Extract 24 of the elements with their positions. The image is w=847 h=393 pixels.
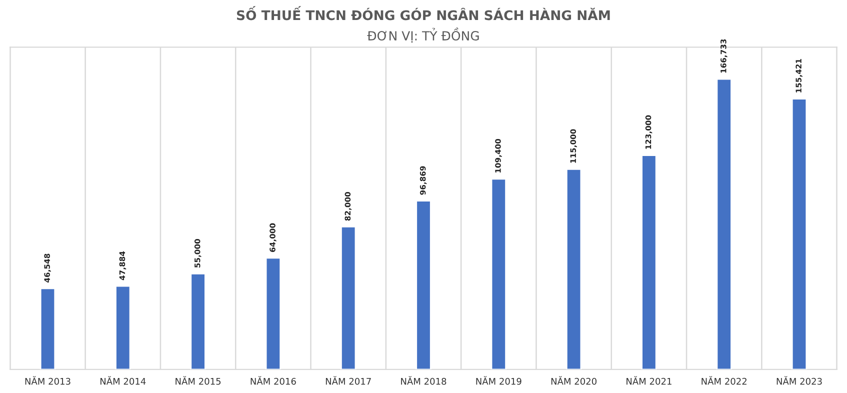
- bar: [566, 168, 582, 370]
- chart-title: SỐ THUẾ TNCN ĐÓNG GÓP NGÂN SÁCH HÀNG NĂM: [236, 6, 610, 20]
- x-tick-label: NĂM 2020: [551, 376, 596, 385]
- x-tick-label: NĂM 2018: [401, 376, 446, 385]
- bar: [416, 200, 432, 370]
- x-tick-label: NĂM 2013: [25, 376, 70, 385]
- x-tick-label: NĂM 2016: [250, 376, 296, 385]
- x-tick-label: NĂM 2015: [176, 376, 221, 385]
- bar: [791, 98, 808, 370]
- bar: [340, 226, 356, 370]
- bar: [641, 154, 657, 370]
- x-tick-label: NĂM 2022: [702, 376, 746, 385]
- bar: [265, 257, 282, 370]
- x-tick-label: NĂM 2017: [326, 376, 371, 385]
- x-tick-label: NĂM 2019: [476, 376, 522, 385]
- x-tick-label: NĂM 2014: [100, 376, 146, 385]
- chart-subtitle: ĐƠN VỊ: TỶ ĐỒNG: [367, 28, 479, 43]
- bar: [40, 288, 56, 370]
- bar: [490, 178, 506, 370]
- bar: [190, 272, 206, 370]
- bar: [115, 285, 131, 370]
- x-tick-label: NĂM 2021: [626, 376, 672, 385]
- x-tick-label: NĂM 2023: [776, 376, 822, 385]
- bar: [716, 78, 732, 370]
